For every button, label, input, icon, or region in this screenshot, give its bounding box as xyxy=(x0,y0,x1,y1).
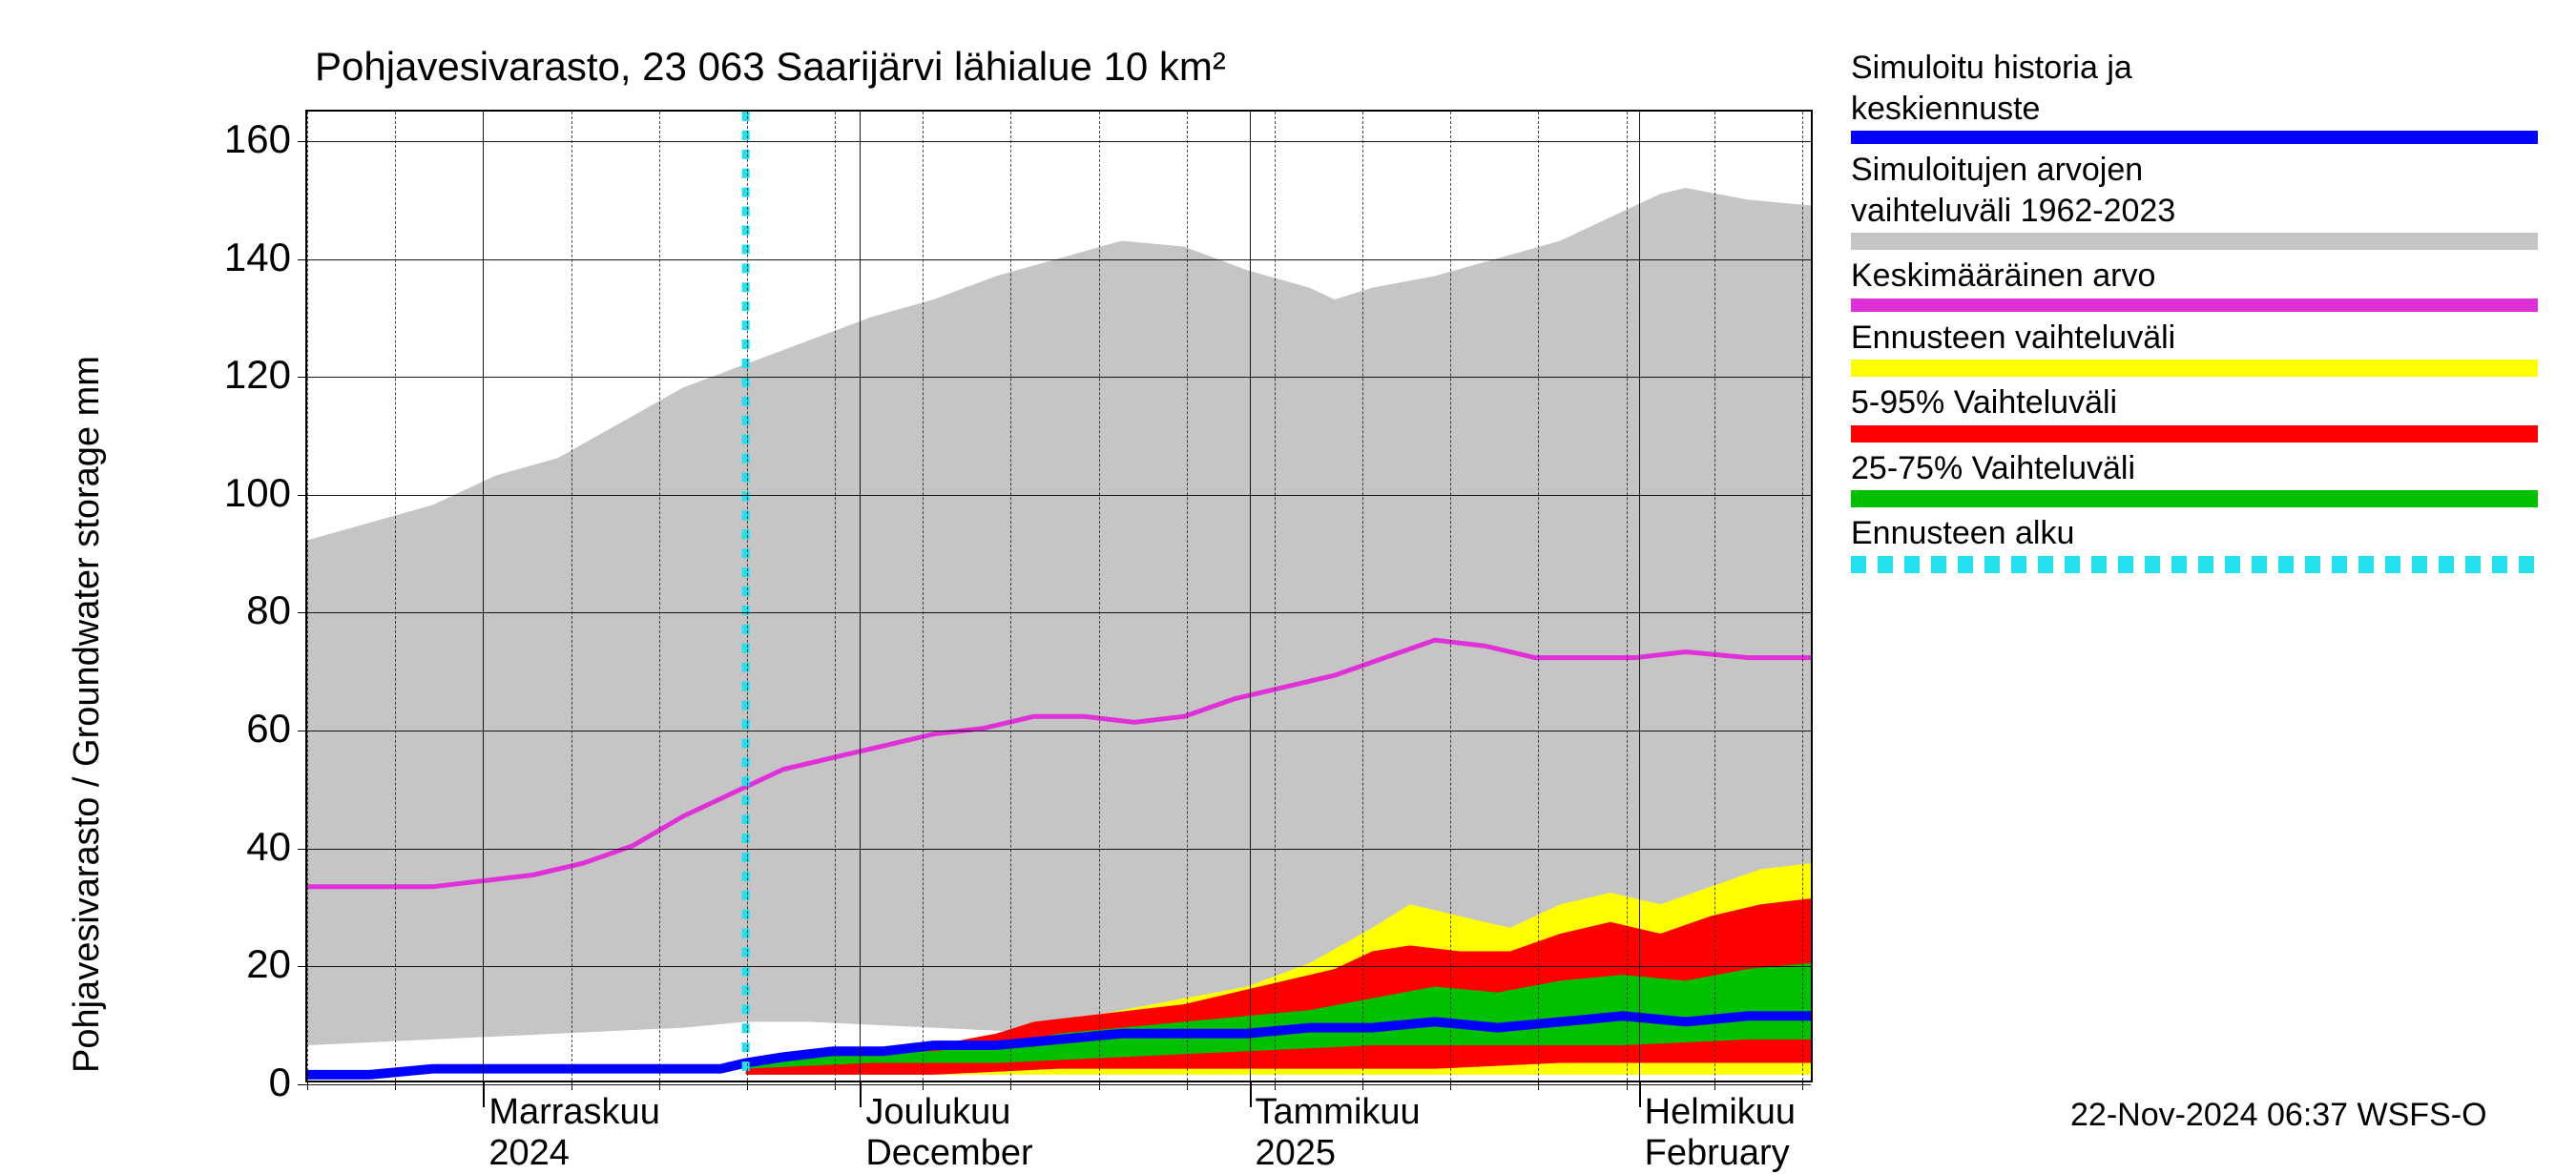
grid-line-vertical xyxy=(483,112,484,1081)
grid-line-vertical-minor xyxy=(1010,112,1011,1081)
x-minor-tick xyxy=(1802,1081,1803,1090)
y-tick xyxy=(298,1084,307,1085)
grid-line-horizontal xyxy=(307,141,1811,142)
grid-line-horizontal xyxy=(307,495,1811,496)
plot-area xyxy=(305,110,1813,1082)
legend-label: Simuloitujen arvojen vaihteluväli 1962-2… xyxy=(1851,150,2538,231)
chart-svg xyxy=(307,112,1811,1081)
y-tick xyxy=(298,377,307,378)
legend-item: 25-75% Vaihteluväli xyxy=(1851,448,2538,508)
grid-line-vertical-minor xyxy=(1099,112,1100,1081)
grid-line-horizontal xyxy=(307,849,1811,850)
y-tick-label: 0 xyxy=(200,1060,291,1105)
y-tick xyxy=(298,966,307,967)
y-tick-label: 140 xyxy=(200,235,291,280)
x-minor-tick xyxy=(1538,1081,1539,1090)
grid-line-horizontal xyxy=(307,612,1811,613)
x-minor-tick xyxy=(1362,1081,1363,1090)
x-major-tick xyxy=(860,1081,862,1107)
x-minor-tick xyxy=(1627,1081,1628,1090)
grid-line-vertical-minor xyxy=(1275,112,1276,1081)
x-minor-tick xyxy=(1275,1081,1276,1090)
legend-item: Keskimääräinen arvo xyxy=(1851,256,2538,312)
grid-line-vertical xyxy=(1250,112,1251,1081)
legend-swatch xyxy=(1851,360,2538,377)
y-tick-label: 80 xyxy=(200,587,291,633)
grid-line-vertical-minor xyxy=(395,112,396,1081)
x-tick-label: JoulukuuDecember xyxy=(865,1092,1032,1174)
y-tick xyxy=(298,141,307,142)
x-minor-tick xyxy=(923,1081,924,1090)
legend-label: Ennusteen vaihteluväli xyxy=(1851,318,2538,359)
legend-item: Simuloitujen arvojen vaihteluväli 1962-2… xyxy=(1851,150,2538,250)
grid-line-vertical-minor xyxy=(1362,112,1363,1081)
y-tick xyxy=(298,612,307,613)
legend-swatch xyxy=(1851,233,2538,250)
x-minor-tick xyxy=(835,1081,836,1090)
x-minor-tick xyxy=(1010,1081,1011,1090)
legend: Simuloitu historia ja keskiennuste Simulo… xyxy=(1851,48,2538,579)
chart-title: Pohjavesivarasto, 23 063 Saarijärvi lähi… xyxy=(315,44,1226,90)
grid-line-vertical-minor xyxy=(1802,112,1803,1081)
legend-item: Simuloitu historia ja keskiennuste xyxy=(1851,48,2538,144)
x-minor-tick xyxy=(571,1081,572,1090)
legend-item: 5-95% Vaihteluväli xyxy=(1851,382,2538,443)
x-tick-label: Marraskuu2024 xyxy=(488,1092,660,1174)
grid-line-vertical-minor xyxy=(1450,112,1451,1081)
legend-label: Keskimääräinen arvo xyxy=(1851,256,2538,297)
y-tick xyxy=(298,849,307,850)
legend-item: Ennusteen vaihteluväli xyxy=(1851,318,2538,378)
grid-line-vertical-minor xyxy=(1627,112,1628,1081)
grid-line-vertical-minor xyxy=(1714,112,1715,1081)
chart-root: Pohjavesivarasto / Groundwater storage m… xyxy=(0,0,2576,1144)
grid-line-vertical-minor xyxy=(1538,112,1539,1081)
legend-swatch xyxy=(1851,490,2538,507)
legend-label: Ennusteen alku xyxy=(1851,513,2538,554)
x-minor-tick xyxy=(1099,1081,1100,1090)
x-major-tick xyxy=(1639,1081,1641,1107)
grid-line-vertical-minor xyxy=(835,112,836,1081)
x-minor-tick xyxy=(307,1081,308,1090)
y-tick-label: 160 xyxy=(200,116,291,162)
footer-timestamp: 22-Nov-2024 06:37 WSFS-O xyxy=(2070,1097,2487,1134)
legend-swatch xyxy=(1851,556,2538,573)
legend-swatch xyxy=(1851,131,2538,144)
x-minor-tick xyxy=(747,1081,748,1090)
legend-label: 5-95% Vaihteluväli xyxy=(1851,382,2538,423)
y-tick-label: 40 xyxy=(200,824,291,870)
x-major-tick xyxy=(1250,1081,1252,1107)
grid-line-vertical-minor xyxy=(659,112,660,1081)
y-tick-label: 60 xyxy=(200,706,291,752)
x-tick-label: HelmikuuFebruary xyxy=(1645,1092,1796,1174)
legend-label: 25-75% Vaihteluväli xyxy=(1851,448,2538,489)
legend-item: Ennusteen alku xyxy=(1851,513,2538,573)
y-tick xyxy=(298,259,307,260)
x-minor-tick xyxy=(395,1081,396,1090)
grid-line-vertical-minor xyxy=(747,112,748,1081)
y-tick-label: 20 xyxy=(200,941,291,987)
legend-swatch xyxy=(1851,425,2538,443)
grid-line-horizontal xyxy=(307,966,1811,967)
x-major-tick xyxy=(483,1081,485,1107)
y-tick-label: 120 xyxy=(200,352,291,398)
grid-line-vertical xyxy=(1639,112,1640,1081)
x-tick-label: Tammikuu2025 xyxy=(1256,1092,1421,1174)
y-tick xyxy=(298,495,307,496)
grid-line-vertical xyxy=(860,112,861,1081)
grid-line-vertical-minor xyxy=(307,112,308,1081)
y-axis-label: Pohjavesivarasto / Groundwater storage m… xyxy=(67,356,108,1073)
x-minor-tick xyxy=(1187,1081,1188,1090)
y-tick-label: 100 xyxy=(200,470,291,516)
legend-swatch xyxy=(1851,299,2538,312)
grid-line-vertical-minor xyxy=(571,112,572,1081)
x-minor-tick xyxy=(1714,1081,1715,1090)
grid-line-vertical-minor xyxy=(923,112,924,1081)
grid-line-vertical-minor xyxy=(1187,112,1188,1081)
grid-line-horizontal xyxy=(307,259,1811,260)
grid-line-horizontal xyxy=(307,1084,1811,1085)
x-minor-tick xyxy=(1450,1081,1451,1090)
x-minor-tick xyxy=(659,1081,660,1090)
legend-label: Simuloitu historia ja keskiennuste xyxy=(1851,48,2538,129)
grid-line-horizontal xyxy=(307,377,1811,378)
